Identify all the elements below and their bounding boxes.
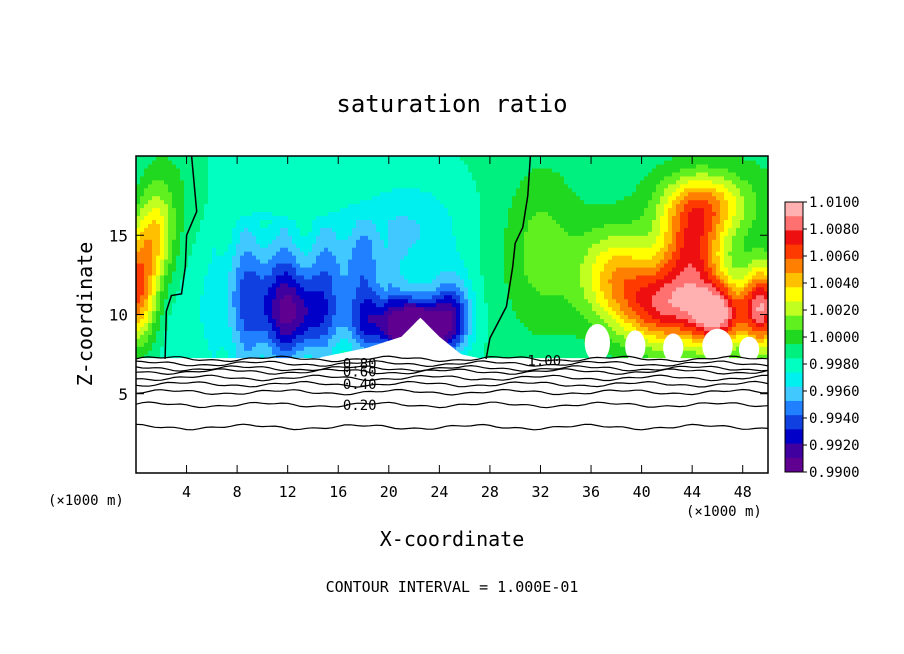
contour-line-ground: [136, 388, 768, 396]
y-tick-label: 15: [109, 226, 128, 245]
colorbar-label: 0.9960: [809, 384, 860, 400]
x-tick-label: 4: [182, 483, 191, 501]
colorbar-swatch: [785, 415, 803, 430]
colorbar-swatch: [785, 457, 803, 473]
saturation-field: [136, 156, 768, 363]
colorbar-swatch: [785, 216, 803, 231]
colorbar-label: 0.9940: [809, 411, 860, 427]
colorbar-swatch: [785, 443, 803, 459]
x-unit-left: (×1000 m): [48, 493, 124, 509]
x-tick-label: 44: [683, 483, 701, 501]
colorbar-label: 1.0080: [809, 222, 860, 238]
x-axis: 4 8 12 16 20 24 28 32 36 40 44 48: [182, 156, 752, 501]
colorbar-swatch: [785, 244, 803, 260]
x-unit-right: (×1000 m): [686, 504, 762, 520]
contour-label: 1.00: [527, 353, 561, 369]
y-axis: 5 10 15: [109, 226, 768, 404]
colorbar-swatch: [785, 301, 803, 317]
contour-line-ground: [136, 423, 768, 431]
x-tick-label: 28: [481, 483, 499, 501]
contour-line-ground: [136, 355, 768, 363]
contour-label: 0.40: [343, 377, 377, 393]
contour-line-1-00: [164, 156, 198, 359]
x-tick-label: 32: [531, 483, 549, 501]
x-tick-label: 8: [233, 483, 242, 501]
colorbar-swatch: [785, 372, 803, 388]
colorbar: 1.0100 1.0080 1.0060 1.0040 1.0020 1.0000 0.99…: [784, 195, 860, 481]
x-tick-label: 20: [380, 483, 398, 501]
colorbar-label: 1.0000: [809, 330, 860, 346]
colorbar-swatch: [785, 287, 803, 302]
x-tick-label: 24: [430, 483, 448, 501]
colorbar-label: 1.0040: [809, 276, 860, 292]
colorbar-swatch: [785, 329, 803, 345]
colorbar-label: 1.0020: [809, 303, 860, 319]
colorbar-label: 0.9900: [809, 465, 860, 481]
colorbar-swatch: [785, 273, 803, 288]
y-tick-label: 10: [109, 306, 128, 325]
colorbar-swatch: [785, 400, 803, 416]
contour-interval-note: CONTOUR INTERVAL = 1.000E-01: [326, 578, 579, 596]
colorbar-swatch: [785, 358, 803, 374]
contour-label: 0.20: [343, 398, 377, 414]
colorbar-label: 0.9920: [809, 438, 860, 454]
plot-area: [136, 156, 768, 473]
colorbar-swatch: [785, 429, 803, 445]
colorbar-label: 0.9980: [809, 357, 860, 373]
contour-label: 0.80: [343, 357, 377, 373]
colorbar-swatch: [785, 258, 803, 274]
colorbar-swatch: [785, 230, 803, 246]
colorbar-swatch: [785, 202, 803, 217]
y-tick-label: 5: [118, 385, 128, 404]
contour-line-ground: [136, 401, 768, 409]
x-tick-label: 36: [582, 483, 600, 501]
y-axis-label: Z-coordinate: [73, 242, 97, 387]
contour-labels: 0.800.600.40 0.20 1.00: [343, 353, 561, 413]
colorbar-label: 1.0060: [809, 249, 860, 265]
contour-label: 0.60: [343, 365, 377, 381]
colorbar-swatch: [785, 344, 803, 359]
colorbar-swatch: [785, 315, 803, 331]
colorbar-swatch: [785, 386, 803, 402]
contour-lines: [136, 156, 768, 431]
x-tick-label: 48: [734, 483, 752, 501]
x-tick-label: 40: [633, 483, 651, 501]
contour-line-1-00: [485, 156, 532, 360]
contour-line-ground: [136, 380, 768, 388]
contour-line-ground: [136, 374, 768, 382]
x-tick-label: 16: [329, 483, 347, 501]
contour-line-ground: [136, 368, 768, 376]
colorbar-label: 1.0100: [809, 195, 860, 211]
chart-title: saturation ratio: [336, 90, 567, 118]
contour-line-ground: [136, 360, 768, 368]
x-axis-label: X-coordinate: [380, 527, 525, 551]
x-tick-label: 12: [279, 483, 297, 501]
